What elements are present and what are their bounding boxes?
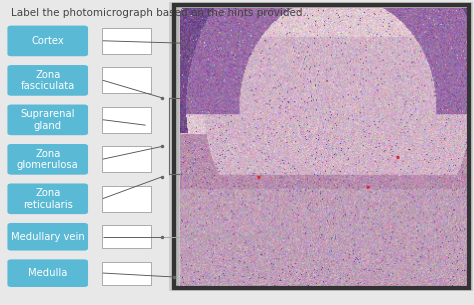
Bar [102, 146, 151, 172]
FancyBboxPatch shape [8, 65, 88, 96]
Text: Suprarenal
gland: Suprarenal gland [20, 109, 75, 131]
Text: Medulla: Medulla [28, 268, 67, 278]
FancyBboxPatch shape [8, 259, 88, 287]
Bar [102, 186, 151, 212]
FancyBboxPatch shape [8, 223, 88, 251]
Text: Label the photomicrograph based on the hints provided.: Label the photomicrograph based on the h… [11, 8, 306, 18]
Bar [102, 262, 151, 285]
Text: Medullary vein: Medullary vein [11, 232, 84, 242]
Bar [102, 225, 151, 248]
Bar [174, 5, 469, 288]
FancyBboxPatch shape [8, 184, 88, 214]
Bar [102, 67, 151, 93]
Bar [174, 5, 469, 288]
Text: Zona
fasciculata: Zona fasciculata [20, 70, 75, 91]
FancyBboxPatch shape [8, 144, 88, 175]
Text: Cortex: Cortex [31, 36, 64, 46]
Bar [169, 2, 474, 291]
FancyBboxPatch shape [8, 105, 88, 135]
FancyBboxPatch shape [8, 26, 88, 56]
Text: Zona
reticularis: Zona reticularis [23, 188, 73, 210]
Bar [102, 107, 151, 133]
Text: Zona
glomerulosa: Zona glomerulosa [17, 149, 79, 170]
Bar [102, 28, 151, 54]
